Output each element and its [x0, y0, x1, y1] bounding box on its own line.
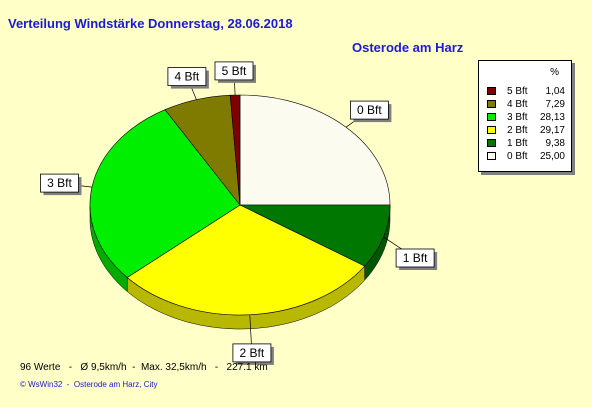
slice-label: 2 Bft: [240, 346, 265, 360]
pie-slice: [126, 204, 366, 316]
legend-value: 29,17: [539, 125, 565, 136]
legend-value: 1,04: [545, 86, 565, 97]
legend-swatch: [487, 152, 496, 160]
location-label: Osterode am Harz: [352, 40, 464, 55]
pie-slice: [239, 204, 391, 267]
legend-item: 1 Bft 9,38: [487, 138, 569, 150]
legend: % 5 Bft 1,04 4 Bft 7,29 3 Bft 28,13 2 Bf…: [478, 60, 572, 172]
stats-footer: 96 Werte - Ø 9,5km/h - Max. 32,5km/h - 2…: [20, 362, 268, 373]
legend-value: 25,00: [539, 151, 565, 162]
legend-value: 9,38: [545, 138, 565, 149]
legend-item: 0 Bft 25,00: [487, 151, 569, 163]
label-box: [167, 67, 207, 86]
legend-item: 4 Bft 7,29: [487, 99, 569, 111]
slice-label: 0 Bft: [357, 103, 382, 117]
legend-item: 5 Bft 1,04: [487, 86, 569, 98]
chart-title: Verteilung Windstärke Donnerstag, 28.06.…: [8, 16, 293, 31]
label-box: [349, 100, 389, 120]
legend-label: 4 Bft: [507, 99, 528, 110]
slice-label: 5 Bft: [222, 64, 247, 78]
legend-value: 7,29: [545, 99, 565, 110]
legend-swatch: [487, 113, 496, 121]
label-box: [395, 248, 435, 268]
label-box: [40, 173, 79, 193]
legend-label: 1 Bft: [507, 138, 528, 149]
legend-item: 3 Bft 28,13: [487, 112, 569, 124]
legend-swatch: [487, 139, 496, 147]
legend-swatch: [487, 126, 496, 134]
legend-header: %: [550, 67, 559, 78]
slice-label: 3 Bft: [47, 176, 72, 190]
legend-label: 5 Bft: [507, 86, 528, 97]
legend-label: 2 Bft: [507, 125, 528, 136]
credit-line: © WsWin32 - Osterode am Harz, City: [20, 380, 158, 389]
pie-slice: [239, 94, 391, 206]
slice-label: 4 Bft: [175, 70, 200, 84]
legend-swatch: [487, 87, 496, 95]
legend-label: 0 Bft: [507, 151, 528, 162]
label-box: [232, 343, 272, 363]
legend-swatch: [487, 100, 496, 108]
legend-value: 28,13: [539, 112, 565, 123]
label-box: [214, 61, 254, 81]
legend-label: 3 Bft: [507, 112, 528, 123]
slice-label: 1 Bft: [403, 251, 428, 265]
legend-item: 2 Bft 29,17: [487, 125, 569, 137]
